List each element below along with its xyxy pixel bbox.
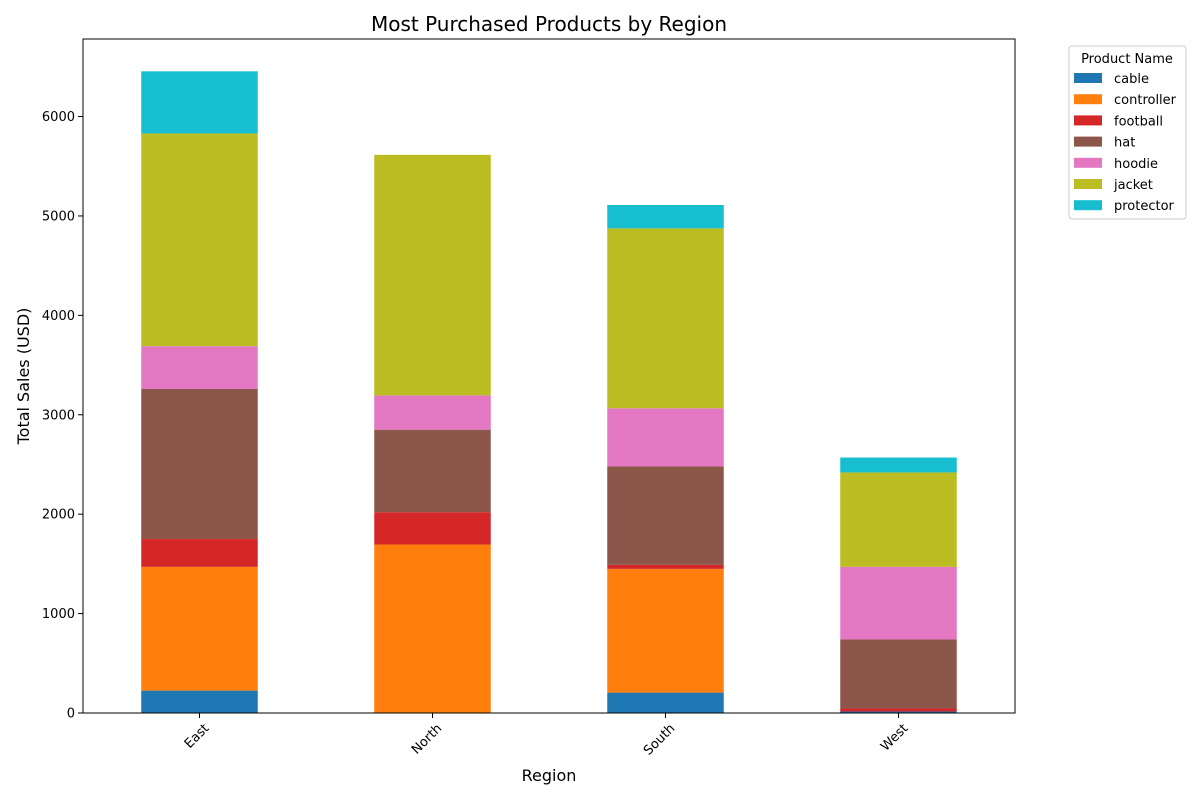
legend-swatch-jacket (1074, 179, 1102, 189)
bar-segment-controller-south (607, 568, 724, 693)
x-tick-label: North (409, 721, 445, 757)
y-axis: 0 1000 2000 3000 4000 5000 6000 (42, 110, 83, 722)
y-tick-label: 1000 (42, 607, 75, 622)
x-axis: East North South West (182, 713, 911, 759)
chart-title: Most Purchased Products by Region (371, 12, 727, 36)
bars-layer (141, 71, 957, 713)
legend-swatch-protector (1074, 200, 1102, 211)
bar-segment-hat-north (374, 429, 491, 513)
legend-label-protector: protector (1114, 199, 1175, 214)
x-axis-title: Region (522, 766, 577, 785)
y-tick-label: 4000 (42, 309, 75, 324)
legend-label-cable: cable (1114, 72, 1149, 87)
legend-swatch-hat (1074, 136, 1102, 147)
bar-segment-football-north (374, 512, 491, 545)
legend-title: Product Name (1081, 52, 1173, 67)
bar-segment-hoodie-west (840, 566, 957, 640)
bar-segment-hoodie-north (374, 395, 491, 430)
bar-segment-protector-west (840, 457, 957, 473)
bar-segment-controller-north (374, 544, 491, 713)
legend-label-hat: hat (1114, 136, 1135, 151)
legend-swatch-cable (1074, 73, 1102, 83)
bar-segment-hoodie-south (607, 408, 724, 467)
bar-segment-jacket-west (840, 472, 957, 567)
bar-segment-hoodie-east (141, 346, 258, 389)
legend-label-jacket: jacket (1113, 178, 1153, 193)
y-tick-label: 6000 (42, 110, 75, 125)
legend-swatch-football (1074, 115, 1102, 126)
bar-segment-hat-east (141, 388, 258, 540)
bar-segment-protector-east (141, 71, 258, 134)
legend-frame (1068, 45, 1187, 220)
bar-segment-hat-west (840, 639, 957, 709)
bar-segment-hat-south (607, 466, 724, 565)
x-tick-label: South (641, 721, 678, 758)
legend-label-controller: controller (1114, 93, 1177, 108)
bar-segment-controller-east (141, 566, 258, 691)
bar-segment-football-east (141, 539, 258, 567)
bar-segment-cable-east (141, 690, 258, 713)
bar-segment-football-south (607, 564, 724, 569)
y-tick-label: 0 (67, 707, 75, 722)
y-tick-label: 5000 (42, 209, 75, 224)
legend-items: cable controller football hat hoodie jacket pr… (1074, 72, 1177, 214)
y-tick-label: 2000 (42, 508, 75, 523)
x-tick-label: East (182, 721, 212, 751)
legend-swatch-controller (1074, 94, 1102, 105)
bar-segment-jacket-south (607, 228, 724, 409)
bar-segment-jacket-east (141, 133, 258, 347)
legend-label-hoodie: hoodie (1114, 157, 1158, 172)
bar-segment-jacket-north (374, 154, 491, 396)
plot-frame (82, 38, 1016, 714)
bar-segment-cable-west (840, 711, 957, 713)
legend-swatch-hoodie (1074, 157, 1102, 168)
bar-segment-cable-south (607, 692, 724, 713)
y-axis-title: Total Sales (USD) (14, 308, 33, 446)
legend: Product Name cable controller football hat h… (1068, 45, 1187, 220)
legend-label-football: football (1114, 114, 1163, 129)
bar-segment-football-west (840, 708, 957, 712)
y-tick-label: 3000 (42, 408, 75, 423)
x-tick-label: West (878, 721, 911, 754)
bar-segment-protector-south (607, 205, 724, 229)
